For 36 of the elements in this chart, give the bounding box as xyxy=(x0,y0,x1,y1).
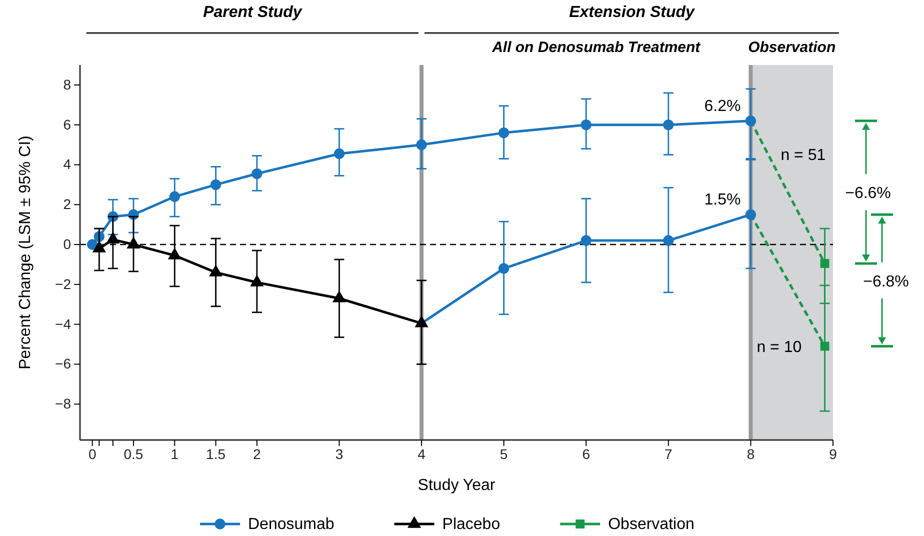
y-tick-label: 0 xyxy=(63,236,72,252)
legend-label: Denosumab xyxy=(248,516,334,533)
band-label: Observation xyxy=(748,39,836,56)
y-tick-label: −6 xyxy=(55,356,72,372)
legend-label: Placebo xyxy=(442,516,500,533)
y-tick-label: 6 xyxy=(63,116,72,132)
legend-label: Observation xyxy=(608,516,694,533)
x-tick-label: 1.5 xyxy=(206,446,226,462)
x-tick-label: 0 xyxy=(88,446,96,462)
text: All on Denosumab Treatment xyxy=(491,39,702,56)
x-tick-label: 3 xyxy=(335,446,344,462)
annotation: n = 51 xyxy=(780,147,826,164)
text: −6.8% xyxy=(863,273,909,290)
text: −6.6% xyxy=(845,185,891,202)
y-tick-label: 2 xyxy=(63,196,72,212)
annotation: 6.2% xyxy=(704,98,741,115)
y-tick-label: 4 xyxy=(63,156,72,172)
y-tick-label: −4 xyxy=(55,316,72,332)
x-tick-label: 7 xyxy=(664,446,673,462)
y-tick-label: 8 xyxy=(63,76,72,92)
text: Extension Study xyxy=(569,4,696,21)
annotation: n = 10 xyxy=(756,339,802,356)
y-tick-label: −8 xyxy=(55,396,72,412)
annotation: 1.5% xyxy=(704,192,741,209)
x-tick-label: 4 xyxy=(418,446,426,462)
x-tick-label: 8 xyxy=(746,446,755,462)
y-tick-label: −2 xyxy=(55,276,72,292)
x-tick-label: 5 xyxy=(500,446,508,462)
x-tick-label: 0.5 xyxy=(124,446,144,462)
x-tick-label: 1 xyxy=(170,446,179,462)
x-tick-label: 2 xyxy=(253,446,262,462)
x-axis-title: Study Year xyxy=(418,477,496,494)
x-tick-label: 9 xyxy=(829,446,838,462)
y-axis-title: Percent Change (LSM ± 95% CI) xyxy=(17,136,34,370)
text: Parent Study xyxy=(203,4,303,21)
x-tick-label: 6 xyxy=(582,446,590,462)
